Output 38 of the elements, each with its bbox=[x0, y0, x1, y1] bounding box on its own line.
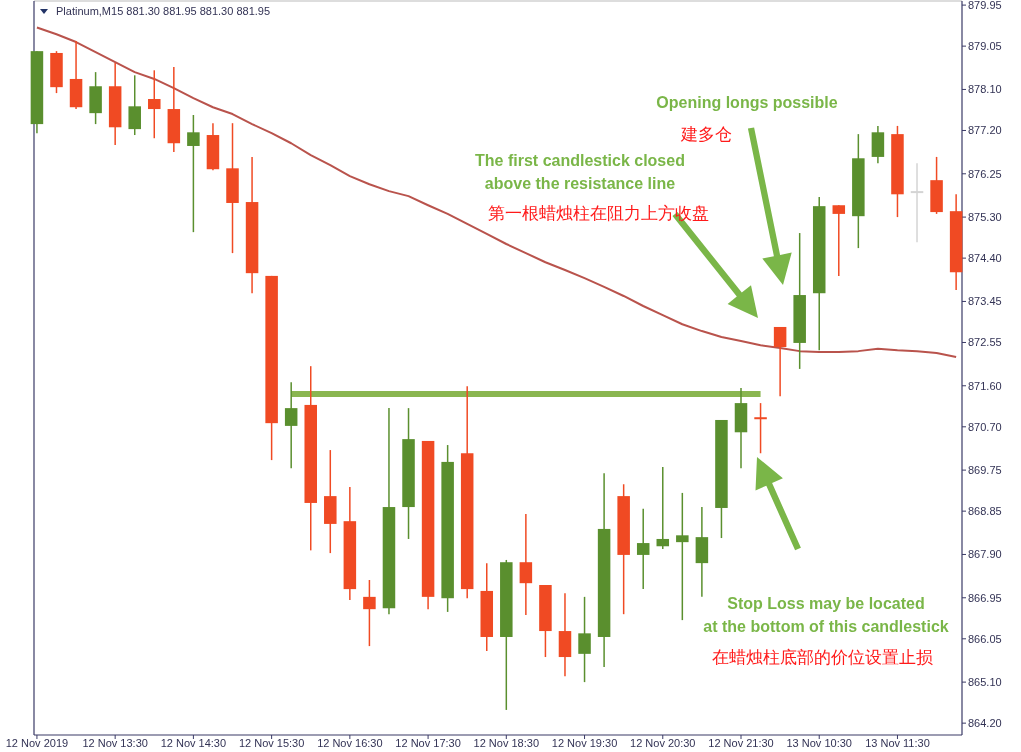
chart-title: Platinum,M15 881.30 881.95 881.30 881.95 bbox=[56, 5, 271, 17]
x-tick-label: 13 Nov 10:30 bbox=[786, 737, 852, 749]
y-tick-label: 874.40 bbox=[968, 252, 1002, 265]
y-tick-label: 869.75 bbox=[968, 464, 1002, 477]
annotation: 第一根蜡烛柱在阻力上方收盘 bbox=[487, 204, 709, 223]
y-tick-label: 872.55 bbox=[968, 336, 1002, 349]
annotation: Opening longs possible bbox=[656, 94, 838, 111]
y-tick-label: 877.20 bbox=[968, 124, 1002, 137]
y-tick-label: 864.20 bbox=[968, 717, 1002, 730]
x-tick-label: 12 Nov 2019 bbox=[5, 737, 69, 749]
y-tick-label: 879.05 bbox=[968, 40, 1002, 53]
x-tick-label: 12 Nov 18:30 bbox=[473, 737, 540, 749]
x-tick-label: 12 Nov 17:30 bbox=[395, 737, 461, 749]
annotation: 建多仓 bbox=[679, 125, 732, 144]
x-tick-label: 12 Nov 19:30 bbox=[551, 737, 618, 749]
y-tick-label: 866.95 bbox=[968, 591, 1002, 604]
y-tick-label: 865.10 bbox=[968, 676, 1002, 689]
annotation: 在蜡烛柱底部的价位设置止损 bbox=[711, 648, 933, 667]
y-tick-label: 866.05 bbox=[968, 632, 1002, 645]
x-tick-label: 12 Nov 15:30 bbox=[238, 737, 305, 749]
y-tick-label: 879.95 bbox=[968, 0, 1002, 12]
x-tick-label: 12 Nov 14:30 bbox=[160, 737, 227, 749]
x-tick-label: 12 Nov 20:30 bbox=[630, 737, 696, 749]
y-tick-label: 878.10 bbox=[968, 83, 1002, 96]
annotation: Stop Loss may be located at the bottom of this candlestick bbox=[703, 595, 949, 635]
y-tick-label: 867.90 bbox=[968, 548, 1002, 561]
x-tick-label: 12 Nov 21:30 bbox=[708, 737, 774, 749]
y-tick-label: 868.85 bbox=[968, 505, 1002, 518]
annotation: The first candlestick closed above the resistance line bbox=[475, 152, 685, 192]
line-series bbox=[35, 26, 958, 359]
x-tick-label: 13 Nov 11:30 bbox=[865, 737, 930, 749]
y-tick-label: 876.25 bbox=[968, 167, 1002, 180]
y-tick-label: 871.60 bbox=[968, 379, 1002, 392]
x-tick-label: 12 Nov 13:30 bbox=[82, 737, 148, 749]
y-tick-label: 875.30 bbox=[968, 211, 1002, 224]
x-tick-label: 12 Nov 16:30 bbox=[317, 737, 383, 749]
y-tick-label: 870.70 bbox=[968, 420, 1002, 433]
y-tick-label: 873.45 bbox=[968, 295, 1002, 308]
